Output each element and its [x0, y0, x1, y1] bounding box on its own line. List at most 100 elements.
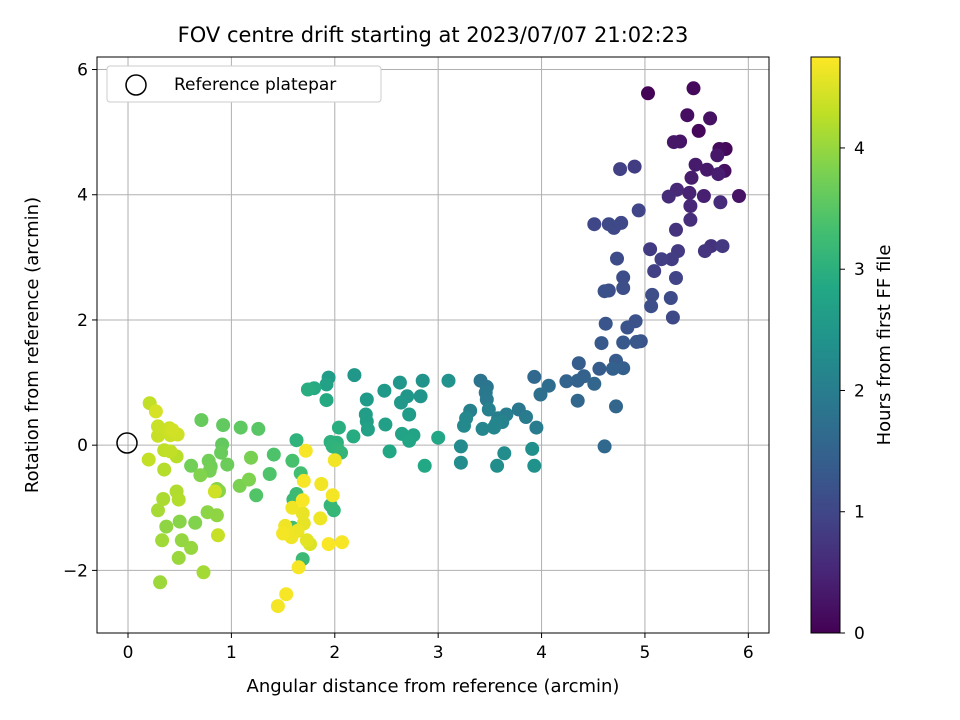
data-point [594, 336, 609, 351]
data-point [663, 291, 678, 305]
data-point [700, 162, 714, 177]
data-point [571, 356, 586, 371]
data-point [159, 519, 174, 534]
data-point [184, 458, 199, 473]
data-point [321, 537, 336, 552]
data-point [715, 239, 730, 254]
data-point [669, 271, 683, 285]
data-point [285, 500, 300, 515]
colorbar-tick-label: 0 [854, 624, 865, 644]
data-point [732, 189, 746, 203]
data-point [194, 413, 209, 428]
data-point [163, 444, 178, 459]
data-point [335, 535, 349, 550]
data-point [680, 108, 695, 123]
data-point [475, 421, 490, 436]
data-point [598, 316, 613, 331]
colorbar-tick-label: 3 [854, 260, 865, 280]
data-point [529, 420, 544, 435]
chart-title: FOV centre drift starting at 2023/07/07 … [178, 23, 689, 47]
colorbar-tick-label: 1 [854, 503, 865, 523]
data-point [666, 135, 681, 150]
data-point [613, 162, 628, 177]
data-point [654, 252, 669, 267]
colorbar-tick-label: 2 [854, 381, 865, 401]
data-point [441, 373, 456, 388]
data-point [382, 444, 397, 459]
data-point [643, 242, 658, 257]
data-point [713, 195, 728, 210]
data-point [151, 503, 165, 518]
data-point [298, 443, 313, 458]
data-point [141, 452, 156, 467]
data-point [325, 488, 340, 503]
data-point [171, 492, 186, 507]
legend-label: Reference platepar [174, 75, 336, 95]
x-tick-label: 6 [743, 643, 754, 663]
colorbar-ticks: 0 1 2 3 4 [840, 139, 865, 644]
data-point [616, 335, 631, 350]
data-point [665, 310, 680, 325]
data-point [155, 533, 170, 548]
data-point [487, 420, 501, 435]
data-point [644, 299, 659, 314]
data-point [289, 433, 304, 448]
y-tick-label: 2 [77, 311, 88, 331]
data-point [616, 361, 631, 376]
data-point [601, 217, 616, 232]
data-point [616, 281, 631, 295]
data-point [249, 488, 264, 503]
data-point [394, 395, 408, 410]
data-point [262, 467, 277, 481]
data-point [327, 453, 342, 468]
data-point [174, 533, 189, 548]
data-point [171, 550, 186, 565]
data-point [295, 493, 310, 508]
data-points [141, 81, 746, 614]
data-point [319, 393, 334, 408]
data-point [587, 376, 602, 391]
data-point [313, 511, 328, 526]
data-point [148, 404, 163, 419]
data-point [291, 560, 306, 575]
data-point [251, 421, 266, 436]
data-point [453, 455, 468, 470]
plot-frame [96, 56, 770, 634]
y-tick-label: 4 [77, 186, 88, 206]
data-point [402, 407, 417, 422]
data-point [266, 447, 281, 462]
data-point [244, 450, 258, 465]
x-tick-label: 3 [433, 643, 444, 663]
x-tick-label: 0 [123, 643, 134, 663]
data-point [711, 167, 726, 182]
data-point [703, 111, 718, 126]
data-point [151, 419, 165, 434]
data-point [359, 392, 374, 407]
data-point [415, 373, 430, 388]
reference-marker [116, 432, 138, 454]
data-point [688, 157, 703, 172]
data-point [610, 251, 624, 266]
data-point [605, 361, 620, 376]
data-point [331, 420, 346, 435]
data-point [402, 433, 417, 448]
legend: Reference platepar [106, 65, 382, 103]
data-point [645, 287, 660, 302]
colorbar: 0 1 2 3 4 Hours from first FF file [810, 56, 895, 644]
data-point [490, 458, 505, 473]
data-point [431, 430, 446, 445]
data-point [153, 575, 168, 590]
data-point [481, 402, 496, 417]
data-point [684, 170, 699, 185]
data-point [193, 468, 208, 483]
data-point [220, 457, 235, 472]
data-point [300, 382, 315, 397]
data-point [326, 503, 341, 518]
x-tick-label: 4 [536, 643, 547, 663]
data-point [686, 81, 701, 96]
data-point [519, 410, 533, 424]
data-point [346, 429, 361, 444]
data-point [285, 453, 300, 468]
data-point [209, 508, 224, 523]
data-point [629, 334, 644, 349]
